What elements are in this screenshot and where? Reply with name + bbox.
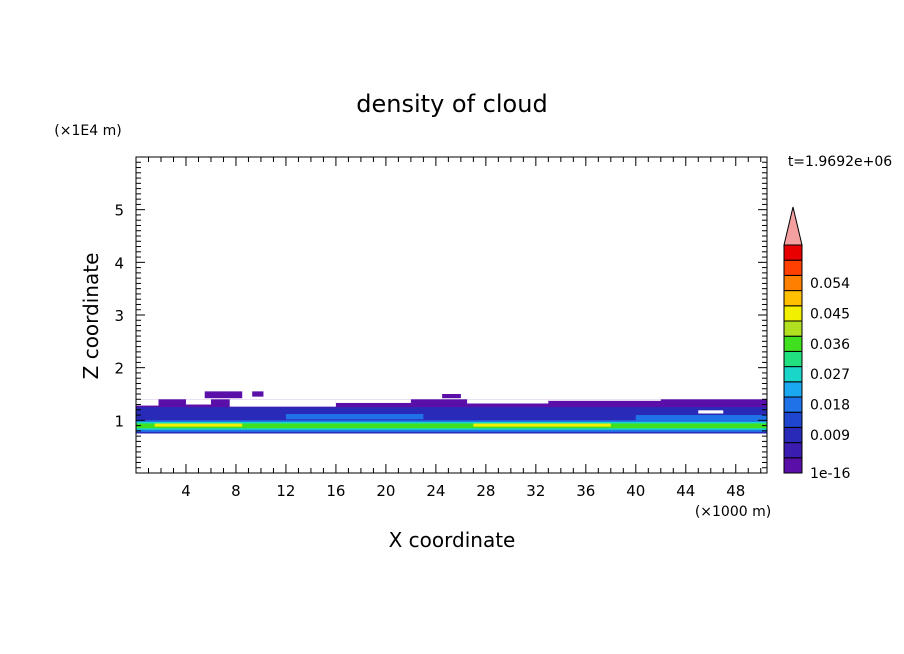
colorbar-swatch-10 <box>783 305 803 322</box>
x-axis-label: X coordinate <box>389 528 516 552</box>
density-patch-5 <box>285 414 424 420</box>
colorbar-label-1: 0.009 <box>810 428 850 444</box>
x-tick-label-16: 16 <box>326 482 345 500</box>
x-tick-label-8: 8 <box>231 482 241 500</box>
colorbar-swatch-7 <box>783 350 803 368</box>
y-axis-unit: (×1E4 m) <box>54 123 121 139</box>
x-tick-label-28: 28 <box>476 482 495 500</box>
x-tick-label-12: 12 <box>276 482 295 500</box>
colorbar-swatch-14 <box>783 244 803 261</box>
colorbar-swatch-9 <box>783 320 803 337</box>
colorbar-swatch-11 <box>783 290 803 307</box>
density-patch-4 <box>473 423 611 427</box>
clear-gap-1 <box>185 399 211 405</box>
density-patch-0 <box>204 391 243 399</box>
colorbar-swatch-2 <box>783 426 803 444</box>
colorbar-swatch-6 <box>783 366 803 383</box>
x-axis-unit: (×1000 m) <box>695 504 771 520</box>
density-patch-2 <box>442 394 461 399</box>
colorbar-swatch-3 <box>783 411 803 428</box>
chart-title: density of cloud <box>356 90 547 118</box>
x-tick-label-44: 44 <box>676 482 695 500</box>
plot-field <box>136 391 767 434</box>
y-tick-label-1: 1 <box>114 412 124 430</box>
x-tick-label-40: 40 <box>626 482 645 500</box>
colorbar: 1e-16 0.009 0.018 0.027 0.036 0.045 0.054 <box>783 206 850 482</box>
x-tick-label-4: 4 <box>181 482 191 500</box>
density-patch-6 <box>635 415 767 421</box>
colorbar-label-6: 0.054 <box>810 276 850 292</box>
clear-gap-2 <box>229 399 336 407</box>
colorbar-label-5: 0.045 <box>810 306 850 322</box>
clear-gap-6 <box>698 410 724 414</box>
colorbar-swatch-12 <box>783 274 803 292</box>
density-band-4 <box>136 423 767 429</box>
x-tick-label-24: 24 <box>426 482 445 500</box>
colorbar-swatch-0 <box>783 457 803 474</box>
y-tick-label-2: 2 <box>114 360 124 378</box>
y-tick-label-4: 4 <box>114 254 124 272</box>
colorbar-label-2: 0.018 <box>810 398 850 414</box>
colorbar-label-3: 0.027 <box>810 367 850 383</box>
time-label: t=1.9692e+06 <box>788 154 892 170</box>
colorbar-overflow-arrow <box>783 206 803 246</box>
colorbar-swatch-8 <box>783 335 803 352</box>
y-tick-label-3: 3 <box>114 307 124 325</box>
colorbar-swatch-4 <box>783 396 803 413</box>
colorbar-swatch-5 <box>783 381 803 398</box>
clear-gap-3 <box>335 399 411 403</box>
x-tick-label-48: 48 <box>726 482 745 500</box>
density-patch-1 <box>252 391 264 397</box>
y-axis-label: Z coordinate <box>79 253 103 380</box>
clear-gap-0 <box>136 399 159 406</box>
colorbar-label-4: 0.036 <box>810 337 850 353</box>
x-tick-label-20: 20 <box>376 482 395 500</box>
colorbar-label-0: 1e-16 <box>810 466 850 482</box>
y-tick-label-5: 5 <box>114 202 124 220</box>
clear-gap-4 <box>467 399 549 404</box>
x-tick-label-36: 36 <box>576 482 595 500</box>
colorbar-swatch-13 <box>783 259 803 276</box>
colorbar-swatch-1 <box>783 442 803 459</box>
clear-gap-5 <box>548 399 661 401</box>
density-patch-3 <box>154 423 243 427</box>
x-tick-label-32: 32 <box>526 482 545 500</box>
